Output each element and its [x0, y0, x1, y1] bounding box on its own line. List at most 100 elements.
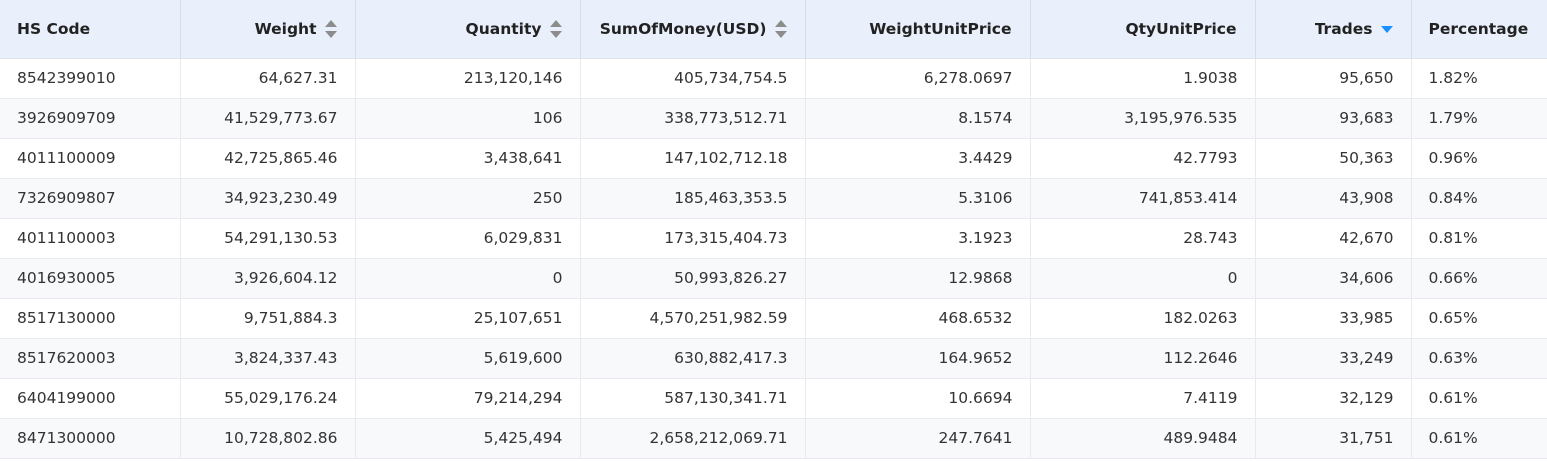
- cell-sum-of-money: 4,570,251,982.59: [580, 298, 806, 339]
- column-header-quantity[interactable]: Quantity: [355, 0, 581, 59]
- sort-ascending-icon[interactable]: [549, 19, 562, 27]
- cell-sum-of-money: 173,315,404.73: [580, 218, 806, 259]
- cell-percentage: 0.66%: [1411, 258, 1547, 299]
- cell-hs-code: 4011100003: [0, 218, 181, 259]
- cell-weight-unit-price: 12.9868: [805, 258, 1031, 299]
- cell-hs-code: 3926909709: [0, 98, 181, 139]
- cell-hs-code: 8471300000: [0, 418, 181, 459]
- cell-sum-of-money: 630,882,417.3: [580, 338, 806, 379]
- table-row: 8542399010 64,627.31 213,120,146 405,734,75…: [0, 58, 1547, 99]
- cell-percentage: 0.63%: [1411, 338, 1547, 379]
- cell-weight: 54,291,130.53: [180, 218, 356, 259]
- sort-icon[interactable]: [1380, 19, 1393, 39]
- cell-sum-of-money: 2,658,212,069.71: [580, 418, 806, 459]
- column-header-label: Percentage: [1428, 20, 1529, 38]
- column-header-label: Weight: [254, 19, 317, 38]
- cell-trades: 50,363: [1255, 138, 1412, 179]
- cell-percentage: 0.96%: [1411, 138, 1547, 179]
- sort-descending-icon[interactable]: [1380, 25, 1393, 33]
- cell-qty-unit-price: 42.7793: [1030, 138, 1256, 179]
- cell-quantity: 79,214,294: [355, 378, 581, 419]
- cell-weight: 41,529,773.67: [180, 98, 356, 139]
- cell-trades: 31,751: [1255, 418, 1412, 459]
- cell-qty-unit-price: 489.9484: [1030, 418, 1256, 459]
- cell-weight: 9,751,884.3: [180, 298, 356, 339]
- column-header-label: WeightUnitPrice: [869, 20, 1012, 38]
- cell-percentage: 0.81%: [1411, 218, 1547, 259]
- sort-ascending-icon[interactable]: [324, 19, 337, 27]
- cell-percentage: 0.65%: [1411, 298, 1547, 339]
- cell-trades: 33,249: [1255, 338, 1412, 379]
- cell-trades: 42,670: [1255, 218, 1412, 259]
- column-header-label: SumOfMoney(USD): [599, 19, 767, 38]
- sort-descending-icon[interactable]: [549, 30, 562, 38]
- cell-percentage: 1.82%: [1411, 58, 1547, 99]
- cell-weight: 42,725,865.46: [180, 138, 356, 179]
- cell-hs-code: 4016930005: [0, 258, 181, 299]
- sort-icon[interactable]: [324, 19, 337, 39]
- cell-quantity: 5,425,494: [355, 418, 581, 459]
- cell-percentage: 0.61%: [1411, 378, 1547, 419]
- table-body: 8542399010 64,627.31 213,120,146 405,734,75…: [0, 58, 1547, 459]
- cell-quantity: 6,029,831: [355, 218, 581, 259]
- cell-weight: 3,824,337.43: [180, 338, 356, 379]
- column-header-hs-code: HS Code: [0, 0, 181, 59]
- column-header-label: Trades: [1314, 19, 1373, 38]
- sort-ascending-icon[interactable]: [774, 19, 787, 27]
- cell-weight-unit-price: 10.6694: [805, 378, 1031, 419]
- cell-percentage: 0.84%: [1411, 178, 1547, 219]
- cell-quantity: 106: [355, 98, 581, 139]
- cell-percentage: 0.61%: [1411, 418, 1547, 459]
- cell-percentage: 1.79%: [1411, 98, 1547, 139]
- cell-qty-unit-price: 7.4119: [1030, 378, 1256, 419]
- cell-hs-code: 8517620003: [0, 338, 181, 379]
- sort-icon[interactable]: [549, 19, 562, 39]
- sort-descending-icon[interactable]: [324, 30, 337, 38]
- cell-qty-unit-price: 3,195,976.535: [1030, 98, 1256, 139]
- cell-quantity: 0: [355, 258, 581, 299]
- table-row: 8471300000 10,728,802.86 5,425,494 2,658,21…: [0, 418, 1547, 459]
- table-row: 8517620003 3,824,337.43 5,619,600 630,882,4…: [0, 338, 1547, 379]
- cell-sum-of-money: 147,102,712.18: [580, 138, 806, 179]
- cell-weight-unit-price: 468.6532: [805, 298, 1031, 339]
- column-header-sum-of-money[interactable]: SumOfMoney(USD): [580, 0, 806, 59]
- cell-sum-of-money: 405,734,754.5: [580, 58, 806, 99]
- table-row: 4011100003 54,291,130.53 6,029,831 173,315,…: [0, 218, 1547, 259]
- cell-sum-of-money: 50,993,826.27: [580, 258, 806, 299]
- cell-weight: 3,926,604.12: [180, 258, 356, 299]
- cell-weight-unit-price: 3.4429: [805, 138, 1031, 179]
- cell-quantity: 3,438,641: [355, 138, 581, 179]
- cell-hs-code: 7326909807: [0, 178, 181, 219]
- sort-descending-icon[interactable]: [774, 30, 787, 38]
- table-row: 8517130000 9,751,884.3 25,107,651 4,570,251…: [0, 298, 1547, 339]
- cell-trades: 93,683: [1255, 98, 1412, 139]
- cell-trades: 95,650: [1255, 58, 1412, 99]
- column-header-percentage: Percentage: [1411, 0, 1547, 59]
- cell-quantity: 5,619,600: [355, 338, 581, 379]
- table-row: 4011100009 42,725,865.46 3,438,641 147,102,…: [0, 138, 1547, 179]
- column-header-weight[interactable]: Weight: [180, 0, 356, 59]
- column-header-trades[interactable]: Trades: [1255, 0, 1412, 59]
- cell-hs-code: 8517130000: [0, 298, 181, 339]
- column-header-weight-unit-price: WeightUnitPrice: [805, 0, 1031, 59]
- sort-icon[interactable]: [774, 19, 787, 39]
- cell-weight: 10,728,802.86: [180, 418, 356, 459]
- cell-weight-unit-price: 247.7641: [805, 418, 1031, 459]
- cell-qty-unit-price: 112.2646: [1030, 338, 1256, 379]
- cell-qty-unit-price: 0: [1030, 258, 1256, 299]
- cell-quantity: 250: [355, 178, 581, 219]
- column-header-label: Quantity: [465, 19, 542, 38]
- table-row: 7326909807 34,923,230.49 250 185,463,353.5 5…: [0, 178, 1547, 219]
- column-header-qty-unit-price: QtyUnitPrice: [1030, 0, 1256, 59]
- cell-weight-unit-price: 3.1923: [805, 218, 1031, 259]
- cell-sum-of-money: 185,463,353.5: [580, 178, 806, 219]
- cell-weight-unit-price: 5.3106: [805, 178, 1031, 219]
- cell-sum-of-money: 587,130,341.71: [580, 378, 806, 419]
- cell-quantity: 25,107,651: [355, 298, 581, 339]
- cell-quantity: 213,120,146: [355, 58, 581, 99]
- column-header-label: QtyUnitPrice: [1125, 20, 1237, 38]
- cell-hs-code: 4011100009: [0, 138, 181, 179]
- cell-weight: 34,923,230.49: [180, 178, 356, 219]
- cell-qty-unit-price: 741,853.414: [1030, 178, 1256, 219]
